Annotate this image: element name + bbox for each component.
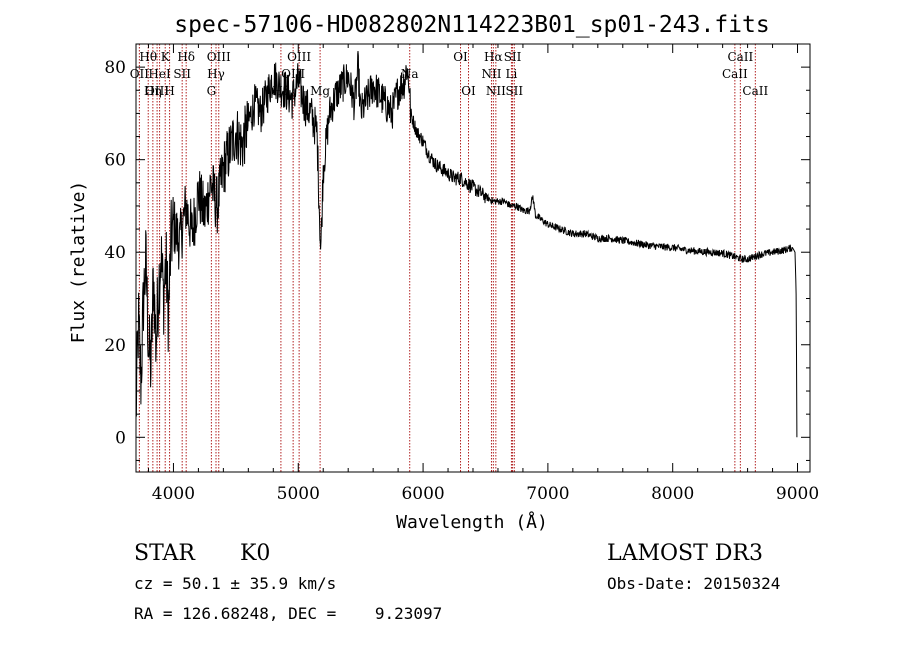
line-marker-label: CaII [722, 67, 748, 81]
line-marker-label: Hδ [177, 50, 195, 64]
x-tick-label: 9000 [776, 484, 819, 504]
line-marker-label: OII [130, 67, 150, 81]
line-marker-label: OIII [145, 84, 169, 98]
line-marker-label: K [161, 50, 171, 64]
spectrum-line [135, 51, 798, 438]
line-marker-label: Hη [144, 84, 162, 98]
x-axis-label: Wavelength (Å) [396, 511, 548, 533]
line-marker-label: Hθ [139, 50, 157, 64]
line-marker-label: OI [461, 84, 476, 98]
line-marker-label: HeI [148, 67, 171, 81]
x-tick-label: 4000 [152, 484, 195, 504]
line-marker-label: SII [504, 50, 522, 64]
chart-title: spec-57106-HD082802N114223B01_sp01-243.f… [174, 12, 769, 38]
line-marker-label: CaII [727, 50, 753, 64]
line-markers [138, 44, 756, 472]
line-marker-label: Hα [484, 50, 503, 64]
line-marker-label: H [164, 84, 174, 98]
line-marker-label: Hγ [207, 67, 225, 81]
line-marker-label: G [207, 84, 217, 98]
line-marker-label: Mg [310, 84, 330, 98]
line-marker-label: OIII [207, 50, 231, 64]
y-axis-ticks: 0 20 40 60 80 [104, 43, 810, 461]
y-tick-label: 80 [104, 58, 126, 78]
x-tick-label: 6000 [401, 484, 444, 504]
coordinates: RA = 126.68248, DEC = 9.23097 [134, 604, 442, 623]
line-marker-label: Li [506, 67, 518, 81]
y-tick-label: 60 [104, 151, 126, 171]
line-marker-label: NII [481, 67, 501, 81]
survey-name: LAMOST DR3 [607, 541, 763, 566]
obs-date: Obs-Date: 20150324 [607, 574, 780, 593]
x-tick-label: 5000 [277, 484, 320, 504]
line-marker-label: SII [173, 67, 191, 81]
y-tick-label: 0 [115, 428, 126, 448]
y-tick-label: 40 [104, 243, 126, 263]
plot-frame [135, 43, 811, 473]
object-subclass: K0 [240, 541, 270, 566]
redshift-info: cz = 50.1 ± 35.9 km/s [134, 574, 336, 593]
y-tick-label: 20 [104, 336, 126, 356]
x-tick-label: 8000 [651, 484, 694, 504]
line-marker-label: OI [453, 50, 468, 64]
object-class: STAR [134, 541, 196, 566]
x-tick-label: 7000 [526, 484, 569, 504]
line-marker-label: NII [486, 84, 506, 98]
line-marker-label: SII [505, 84, 523, 98]
x-axis-ticks: 4000 5000 6000 7000 8000 9000 [147, 44, 819, 504]
y-axis-label: Flux (relative) [68, 181, 89, 344]
line-marker-label: OIII [287, 50, 311, 64]
line-marker-label: CaII [742, 84, 768, 98]
